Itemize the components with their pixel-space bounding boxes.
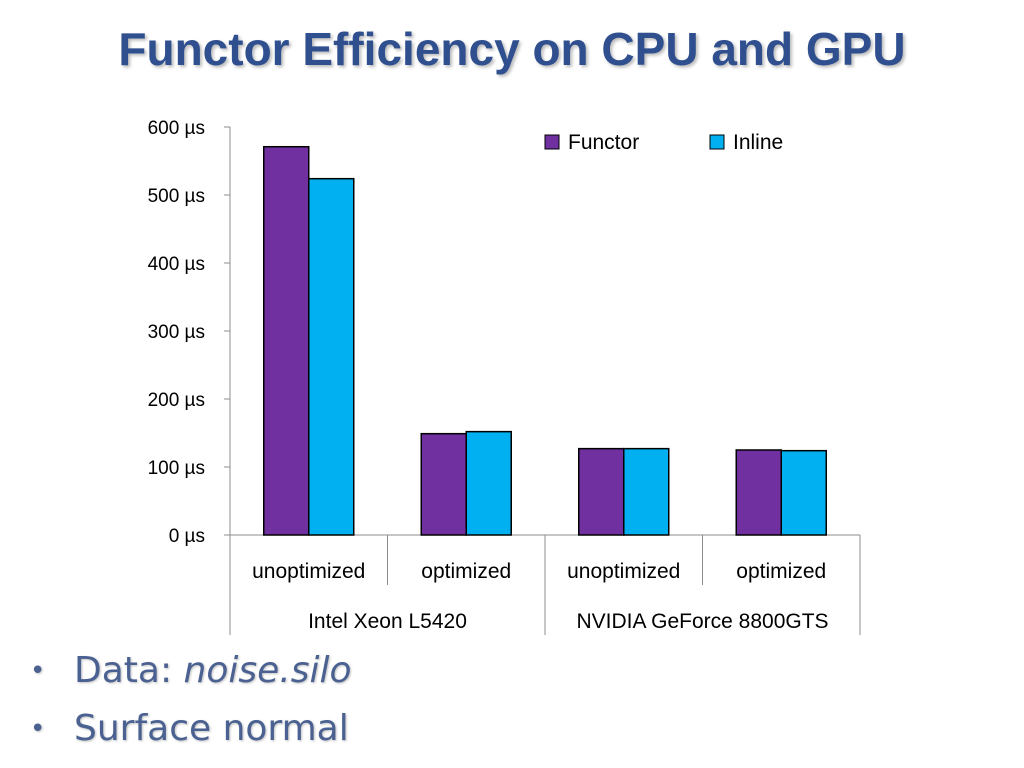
bullet-label: Data:	[74, 650, 184, 691]
legend-swatch-inline	[709, 134, 725, 150]
x-group-label: NVIDIA GeForce 8800GTS	[576, 610, 828, 633]
bar-functor	[420, 432, 467, 536]
y-tick-label: 600 µs	[148, 118, 205, 139]
y-tick-label: 300 µs	[148, 322, 205, 343]
legend-swatch-functor	[544, 134, 560, 150]
x-category-label: unoptimized	[252, 560, 365, 583]
bullet-item-data: • Data: noise.silo	[30, 642, 352, 700]
bar-functor	[735, 449, 782, 536]
bullet-label: Surface normal	[74, 708, 349, 749]
y-tick-label: 0 µs	[169, 526, 205, 547]
bullet-icon: •	[30, 656, 46, 686]
legend-label-functor: Functor	[568, 131, 639, 154]
bar-functor	[578, 447, 625, 536]
x-category-label: optimized	[736, 560, 826, 583]
bar-inline	[623, 447, 670, 536]
slide-title: Functor Efficiency on CPU and GPU	[118, 23, 906, 75]
bullet-list: • Data: noise.silo • Surface normal	[30, 642, 352, 758]
y-tick-label: 400 µs	[148, 254, 205, 275]
x-group-label: Intel Xeon L5420	[308, 610, 467, 633]
bar-functor	[263, 145, 310, 536]
x-category-label: unoptimized	[567, 560, 680, 583]
bullet-item-surface: • Surface normal	[30, 700, 352, 758]
bar-inline	[780, 449, 827, 536]
y-tick-label: 200 µs	[148, 390, 205, 411]
bar-inline	[308, 177, 355, 536]
y-tick-label: 100 µs	[148, 458, 205, 479]
legend-label-inline: Inline	[733, 131, 783, 154]
x-category-label: optimized	[421, 560, 511, 583]
y-tick-label: 500 µs	[148, 186, 205, 207]
bar-inline	[465, 430, 512, 536]
bullet-emphasis: noise.silo	[183, 650, 352, 691]
bullet-icon: •	[30, 714, 46, 744]
